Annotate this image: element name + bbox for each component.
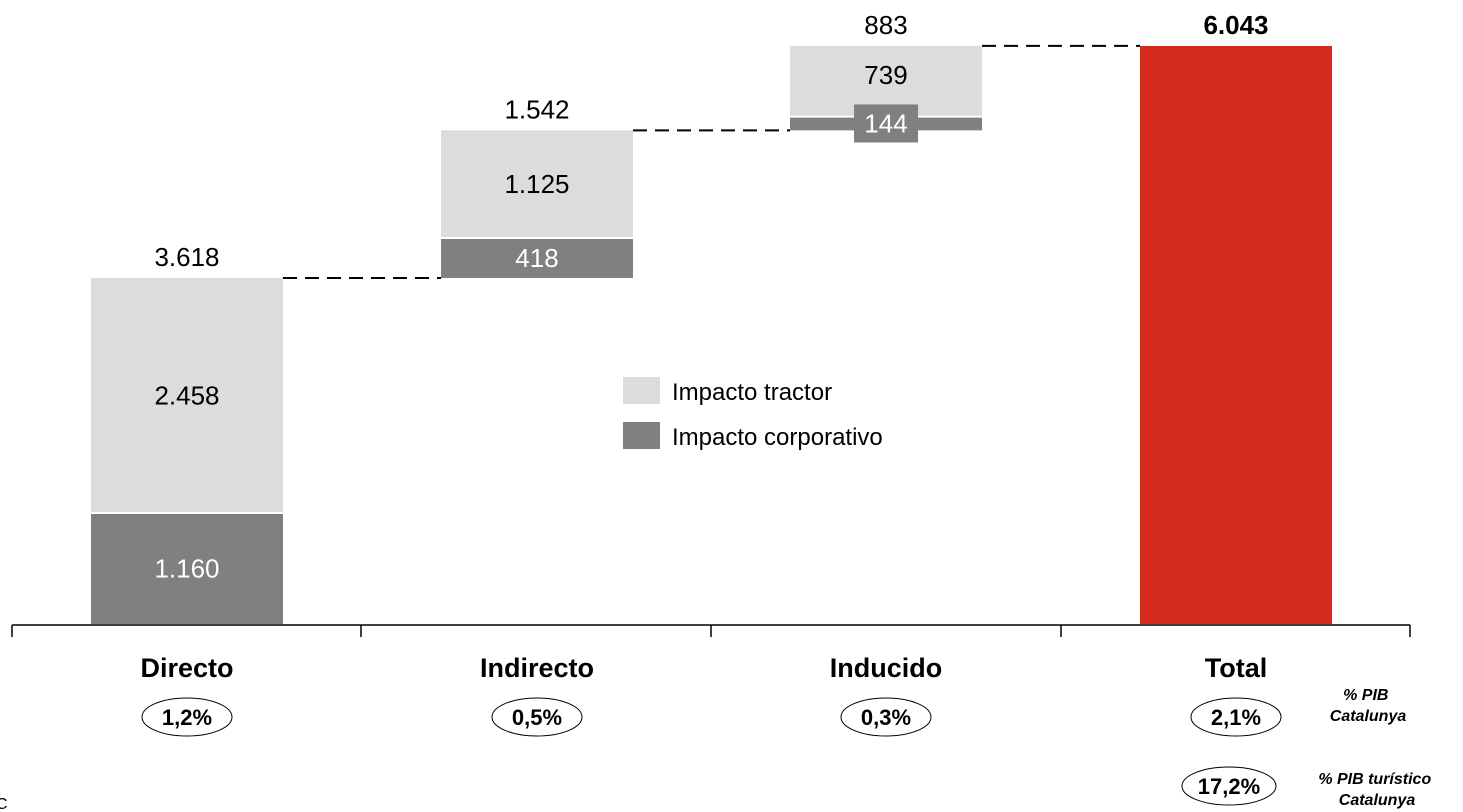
pib-ellipse bbox=[840, 697, 932, 737]
bar-corporativo-indirecto bbox=[441, 237, 633, 278]
legend-swatch-tractor bbox=[623, 377, 660, 404]
label-badge-corporativo bbox=[854, 104, 918, 143]
pib-percent-value: 1,2% bbox=[162, 705, 212, 730]
pib-percent-value: 2,1% bbox=[1211, 705, 1261, 730]
pib-ellipse bbox=[141, 697, 233, 737]
bars-layer bbox=[91, 45, 1332, 624]
pib-percent-value: 0,5% bbox=[512, 705, 562, 730]
pib-turistico-note-text: % PIB turístico Catalunya bbox=[1318, 771, 1435, 809]
pib-ellipse bbox=[491, 697, 583, 737]
label-tractor: 739 bbox=[864, 60, 907, 90]
legend-swatch-corporativo bbox=[623, 422, 660, 449]
category-label-indirecto: Indirecto bbox=[480, 653, 594, 683]
label-tractor: 2.458 bbox=[154, 380, 219, 410]
pib-percent-value: 0,3% bbox=[861, 705, 911, 730]
pib-ellipse bbox=[1190, 697, 1282, 737]
label-total: 883 bbox=[864, 10, 907, 40]
legend: Impacto tractor Impacto corporativo bbox=[623, 377, 883, 451]
category-label-inducido: Inducido bbox=[830, 653, 942, 683]
x-axis-ticks bbox=[11, 625, 1411, 637]
pib-turistico-value: 17,2% bbox=[1198, 774, 1260, 799]
bar-total bbox=[1140, 46, 1332, 624]
pib-turistico-note: 17,2% % PIB turístico Catalunya bbox=[1181, 766, 1435, 809]
legend-label-corporativo: Impacto corporativo bbox=[672, 424, 883, 451]
category-label-directo: Directo bbox=[140, 653, 233, 683]
pib-percent-labels: 1,2% 0,5% 0,3% 2,1% bbox=[141, 697, 1282, 737]
label-total: 1.542 bbox=[504, 94, 569, 124]
connectors-layer bbox=[283, 44, 1140, 279]
label-corporativo: 144 bbox=[864, 108, 907, 138]
bar-tractor-indirecto bbox=[441, 130, 633, 238]
pib-turistico-ellipse bbox=[1181, 766, 1277, 806]
footnote: C bbox=[0, 796, 8, 812]
label-total: 6.043 bbox=[1203, 10, 1268, 40]
category-labels: Directo Indirecto Inducido Total bbox=[140, 653, 1267, 683]
label-corporativo: 1.160 bbox=[154, 554, 219, 584]
pib-note-text: % PIB Catalunya bbox=[1330, 687, 1407, 725]
legend-label-tractor: Impacto tractor bbox=[672, 379, 832, 406]
pib-note: % PIB Catalunya bbox=[1330, 687, 1407, 725]
label-corporativo: 418 bbox=[515, 243, 558, 273]
label-total: 3.618 bbox=[154, 242, 219, 272]
label-tractor: 1.125 bbox=[504, 169, 569, 199]
category-label-total: Total bbox=[1205, 653, 1268, 683]
bar-corporativo-directo bbox=[91, 513, 283, 624]
bar-labels-layer: 1.160 2.458 3.618 418 1.125 1.542 144 739 883 6.0… bbox=[154, 10, 1268, 584]
bar-tractor-directo bbox=[91, 277, 283, 514]
